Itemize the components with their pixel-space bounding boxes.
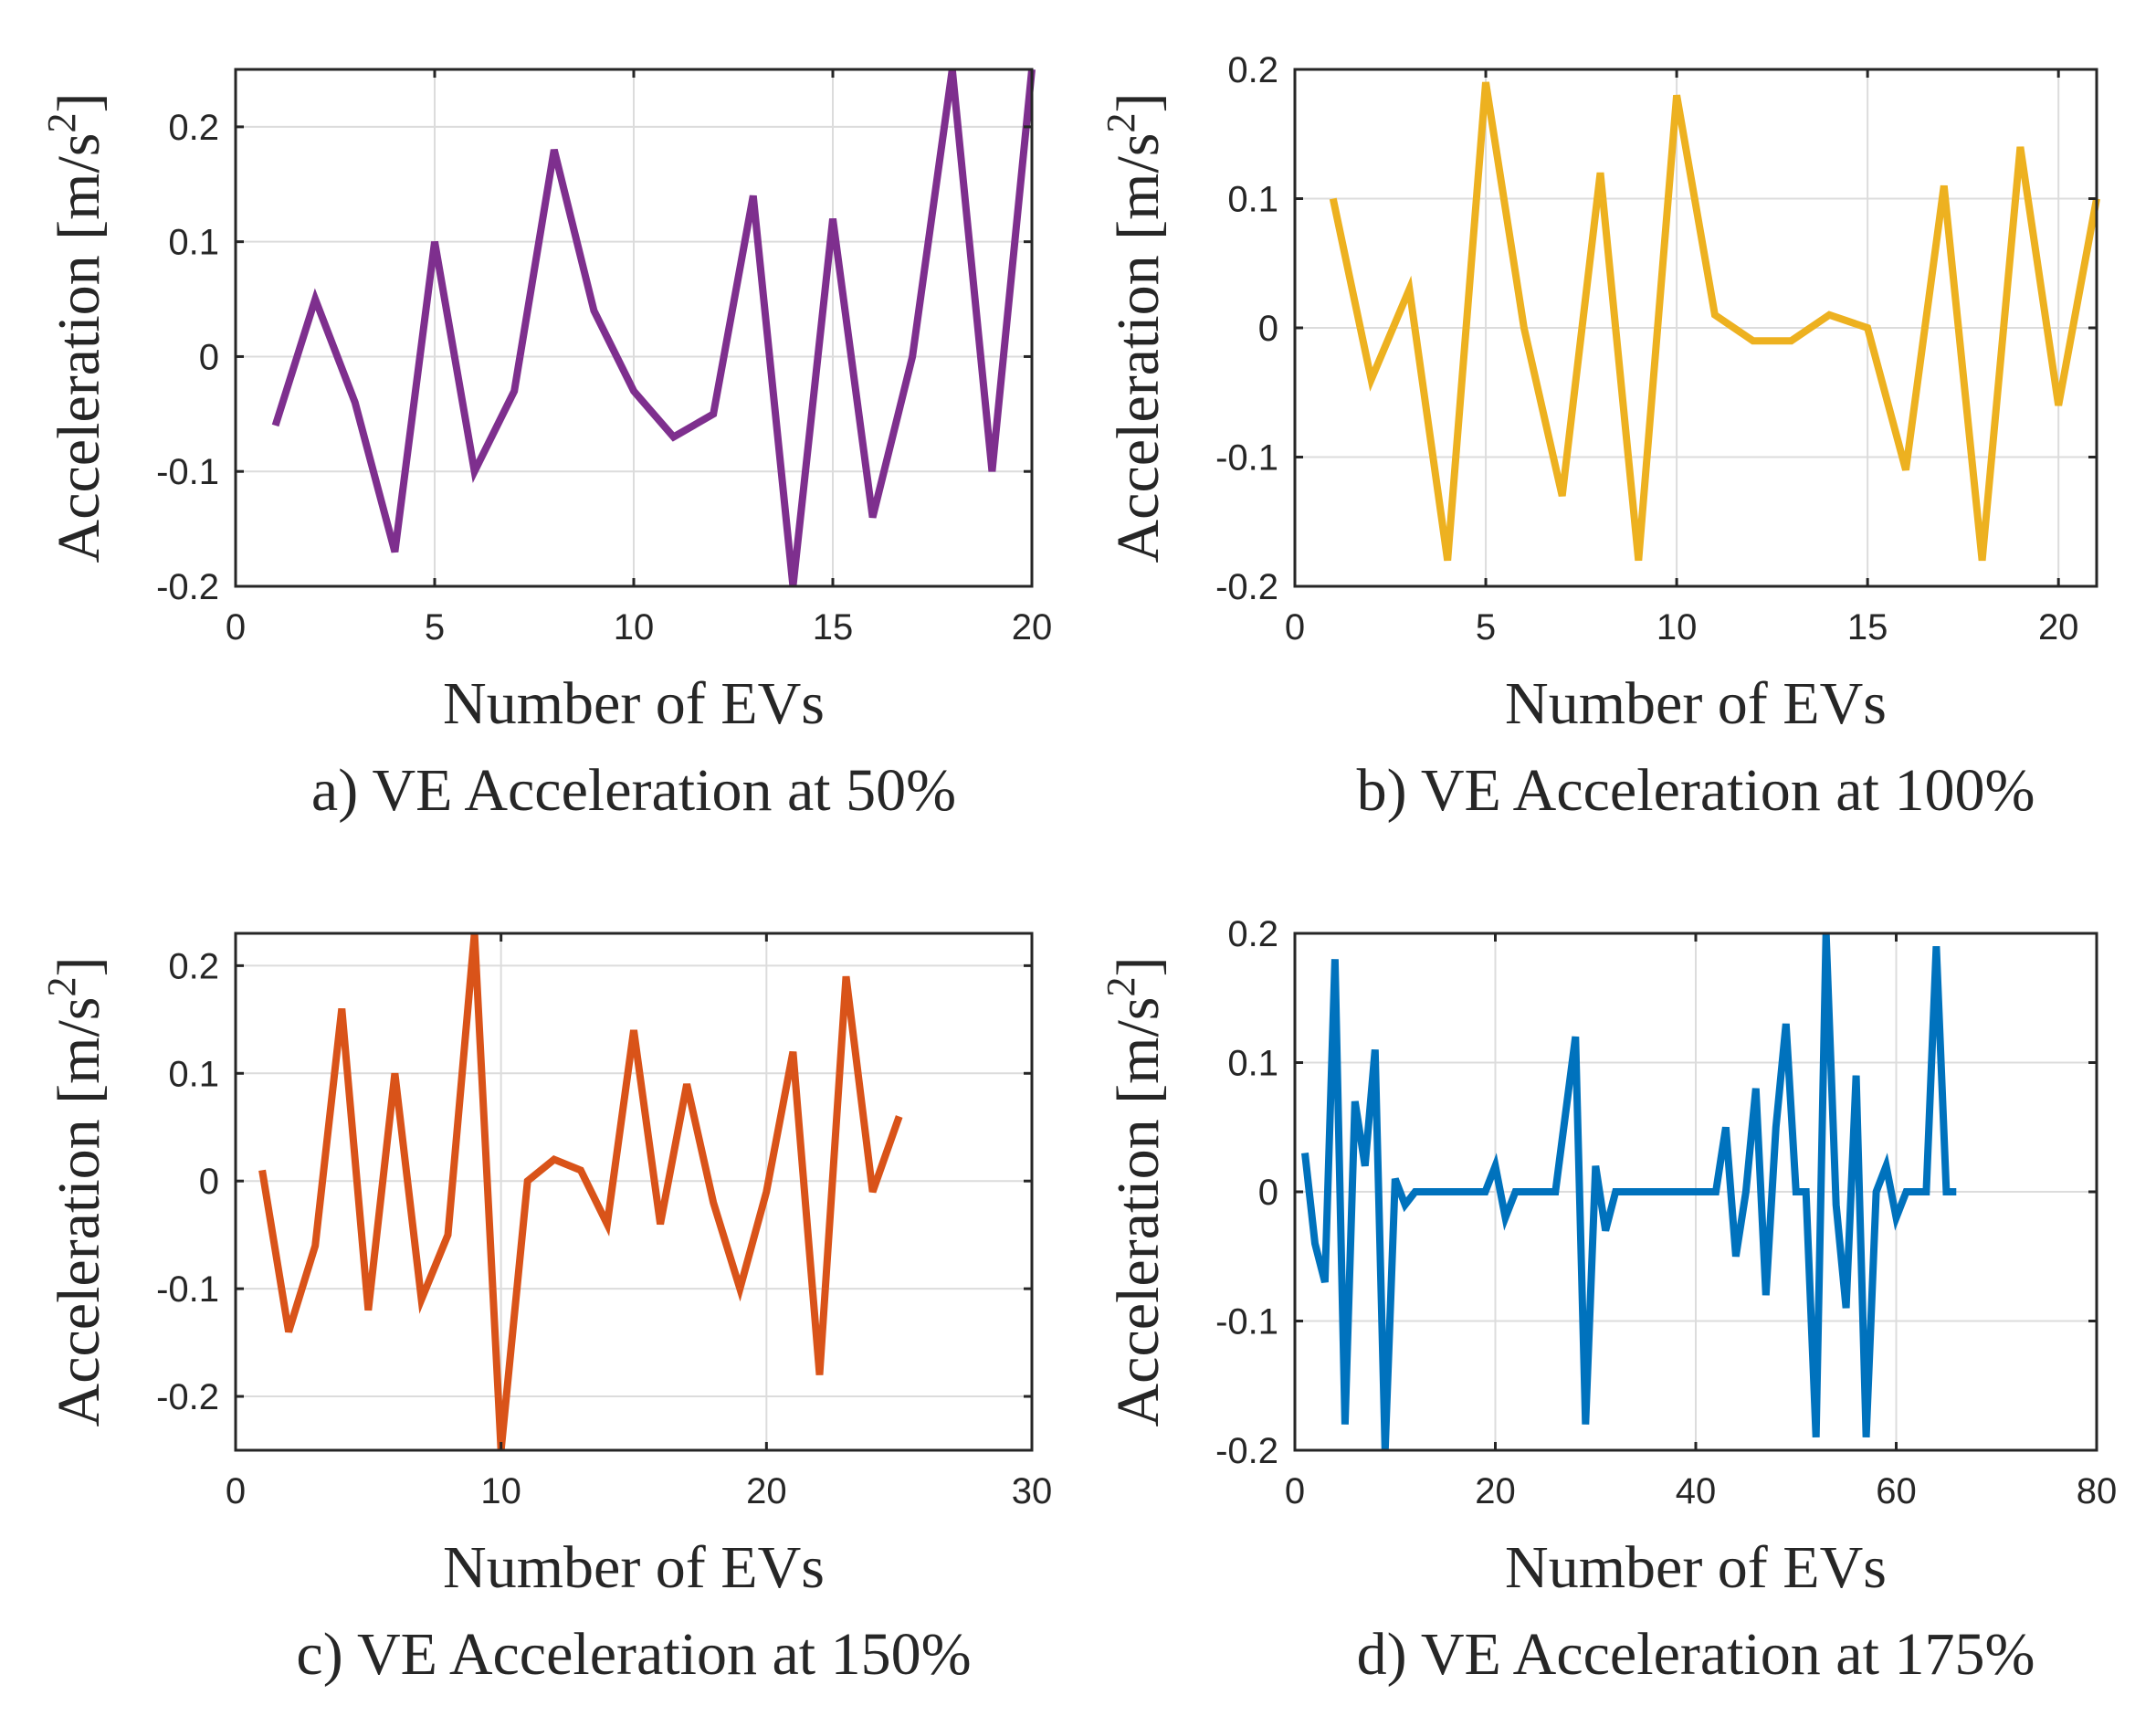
- panel-b-xtick-label: 5: [1476, 607, 1496, 647]
- panel-b-ytick-label: 0.1: [1227, 180, 1278, 220]
- panel-c-ylabel-main: Acceleration [m/s: [46, 997, 112, 1427]
- panel-a-xlabel: Number of EVs: [443, 670, 825, 737]
- panel-a-xtick-label: 0: [226, 607, 246, 647]
- panel-a-ytick-label: 0.1: [168, 223, 219, 263]
- panel-a-ylabel-superscript: 2: [39, 113, 84, 133]
- panel-d-ytick-label: -0.2: [1215, 1431, 1278, 1471]
- panel-b-xtick-label: 15: [1847, 607, 1888, 647]
- panel-a-ylabel-suffix: ]: [46, 93, 112, 113]
- panel-a-ytick-label: -0.1: [156, 452, 219, 492]
- panel-c-ylabel: Acceleration [m/s2]: [39, 957, 112, 1427]
- panel-a-ytick-label: 0.2: [168, 108, 219, 148]
- panel-d-ylabel-superscript: 2: [1099, 977, 1143, 997]
- panel-b: 0 5 10 15 20 -0.2 -0.1 0 0.1 0.2 Number of EVs b) V…: [1099, 50, 2100, 824]
- panel-c-xtick-label: 20: [746, 1471, 787, 1511]
- panel-c: 0 10 20 30 -0.2 -0.1 0 0.1 0.2 Number of EVs c) VE…: [39, 932, 1053, 1688]
- panel-c-ylabel-suffix: ]: [46, 957, 112, 977]
- panel-d-xlabel: Number of EVs: [1505, 1534, 1887, 1601]
- panel-d-xtick-label: 20: [1475, 1471, 1516, 1511]
- panel-a-caption: a) VE Acceleration at 50%: [311, 757, 956, 824]
- panel-a-ylabel: Acceleration [m/s2]: [39, 93, 112, 563]
- panel-c-ytick-label: 0.1: [168, 1054, 219, 1094]
- panel-a: 0 5 10 15 20 -0.2 -0.1 0 0.1 0.2 Number of EVs a) V…: [39, 68, 1053, 824]
- panel-c-ylabel-superscript: 2: [39, 977, 84, 997]
- panel-b-caption: b) VE Acceleration at 100%: [1357, 757, 2035, 824]
- panel-b-ylabel-superscript: 2: [1099, 113, 1143, 133]
- panel-b-ytick-label: -0.1: [1215, 438, 1278, 479]
- panel-b-series-line: [1329, 81, 2100, 562]
- panel-b-ylabel-suffix: ]: [1105, 93, 1172, 113]
- panel-b-ytick-label: 0: [1258, 309, 1278, 349]
- panel-d-xtick-label: 80: [2077, 1471, 2118, 1511]
- panel-c-ytick-label: 0: [199, 1162, 219, 1202]
- panel-d-xtick-label: 0: [1285, 1471, 1305, 1511]
- panel-d-ylabel: Acceleration [m/s2]: [1099, 957, 1172, 1427]
- panel-c-xtick-label: 10: [480, 1471, 521, 1511]
- panel-d-ytick-label: -0.1: [1215, 1302, 1278, 1342]
- panel-a-xtick-label: 15: [813, 607, 854, 647]
- panel-c-axes-frame: [234, 932, 1034, 1452]
- panel-a-ytick-label: 0: [199, 337, 219, 377]
- panel-b-xtick-label: 10: [1656, 607, 1698, 647]
- panel-d-series-line: [1301, 932, 1957, 1451]
- panel-a-xtick-label: 20: [1012, 607, 1053, 647]
- panel-b-ytick-label: 0.2: [1227, 50, 1278, 90]
- panel-c-series-line: [258, 932, 903, 1451]
- panel-b-ylabel: Acceleration [m/s2]: [1099, 93, 1172, 563]
- panel-d: 0 20 40 60 80 -0.2 -0.1 0 0.1 0.2 Number of EVs d) …: [1099, 914, 2117, 1688]
- panel-d-ytick-label: 0.1: [1227, 1044, 1278, 1084]
- panel-b-xtick-label: 20: [2038, 607, 2079, 647]
- panel-d-ytick-label: 0.2: [1227, 914, 1278, 954]
- panel-d-ytick-label: 0: [1258, 1173, 1278, 1213]
- panel-c-caption: c) VE Acceleration at 150%: [296, 1621, 971, 1688]
- panel-c-ytick-label: 0.2: [168, 946, 219, 986]
- panel-d-caption: d) VE Acceleration at 175%: [1357, 1621, 2035, 1688]
- panel-b-ytick-label: -0.2: [1215, 567, 1278, 607]
- panel-d-xtick-label: 40: [1676, 1471, 1717, 1511]
- panel-d-xtick-label: 60: [1876, 1471, 1917, 1511]
- panel-a-xtick-label: 10: [614, 607, 655, 647]
- panel-d-ylabel-main: Acceleration [m/s: [1105, 997, 1172, 1427]
- panel-b-xlabel: Number of EVs: [1505, 670, 1887, 737]
- panel-a-xtick-label: 5: [425, 607, 445, 647]
- panel-c-xtick-label: 0: [226, 1471, 246, 1511]
- panel-c-xlabel: Number of EVs: [443, 1534, 825, 1601]
- panel-d-ylabel-suffix: ]: [1105, 957, 1172, 977]
- panel-c-ytick-label: -0.1: [156, 1269, 219, 1310]
- panel-a-ytick-label: -0.2: [156, 567, 219, 607]
- panel-c-xtick-label: 30: [1012, 1471, 1053, 1511]
- panel-b-xtick-label: 0: [1285, 607, 1305, 647]
- panel-c-ytick-label: -0.2: [156, 1377, 219, 1417]
- panel-b-ylabel-main: Acceleration [m/s: [1105, 133, 1172, 563]
- panel-a-series-line: [271, 68, 1036, 587]
- panel-a-ylabel-main: Acceleration [m/s: [46, 133, 112, 563]
